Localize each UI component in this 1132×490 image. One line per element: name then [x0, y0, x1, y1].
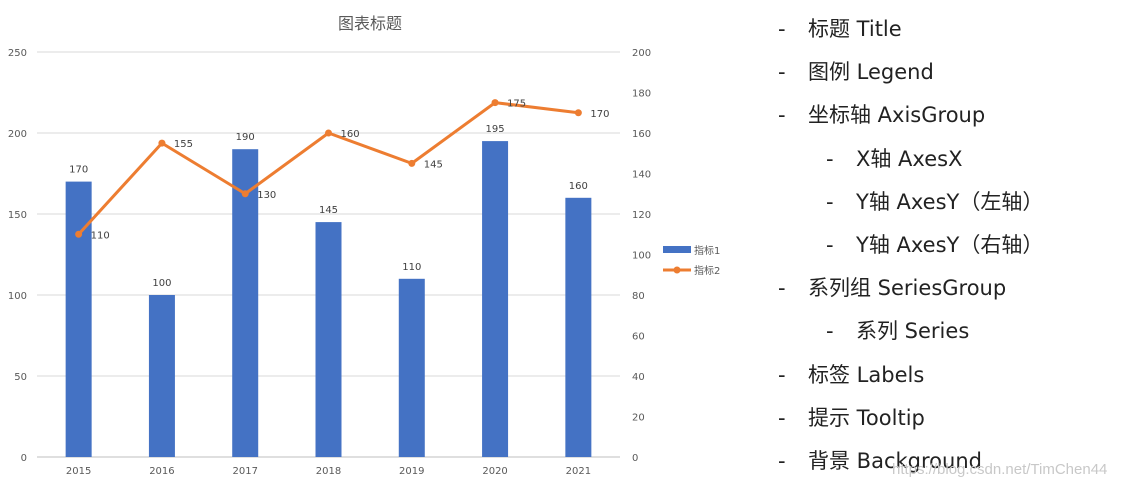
- y-right-tick-label: 140: [632, 170, 651, 181]
- list-item-text: 提示 Tooltip: [808, 405, 925, 430]
- line-data-label: 130: [257, 190, 276, 201]
- combo-chart: 图表标题 0 50 100 150 200 250 0 20 40 60 80 100 120 140 1…: [8, 14, 720, 477]
- list-item: - 图例 Legend: [778, 57, 934, 87]
- y-left-tick-label: 250: [8, 48, 27, 59]
- list-item-text: Y轴 AxesY（左轴）: [856, 189, 1044, 214]
- bullet-dash: -: [826, 233, 834, 257]
- list-item: - Y轴 AxesY（右轴）: [826, 230, 1043, 260]
- bar-series-1: [65, 141, 592, 458]
- bullet-dash: -: [778, 276, 786, 301]
- legend-label: 指标2: [694, 264, 720, 277]
- y-axis-left: 0 50 100 150 200 250: [8, 48, 27, 464]
- y-left-tick-label: 0: [21, 453, 27, 464]
- line-series-2: [75, 99, 582, 238]
- x-axis: 2015 2016 2017 2018 2019 2020 2021: [66, 466, 591, 477]
- list-item-text: 系列组 SeriesGroup: [808, 276, 1007, 301]
- bar-data-label: 110: [402, 262, 421, 273]
- x-tick-label: 2020: [482, 466, 507, 477]
- list-item-text: 标题 Title: [808, 17, 902, 41]
- list-item: - 提示 Tooltip: [778, 403, 925, 433]
- bullet-dash: -: [826, 319, 834, 344]
- watermark: https://blog.csdn.net/TimChen44: [892, 461, 1108, 478]
- legend-swatch-marker: [673, 266, 681, 274]
- legend-swatch-bar: [663, 246, 691, 253]
- line-data-label: 155: [174, 139, 193, 150]
- y-right-tick-label: 100: [632, 251, 651, 262]
- line-data-label: 170: [590, 109, 609, 120]
- line-point: [241, 190, 249, 198]
- y-axis-right: 0 20 40 60 80 100 120 140 160 180 200: [632, 48, 651, 464]
- line-data-label: 175: [507, 99, 526, 110]
- x-tick-label: 2016: [149, 466, 174, 477]
- x-tick-label: 2017: [232, 466, 257, 477]
- y-left-tick-label: 200: [8, 129, 27, 140]
- bullet-dash: -: [826, 189, 834, 214]
- bar-data-label: 160: [569, 181, 588, 192]
- chart-title: 图表标题: [338, 14, 402, 33]
- list-item-text: Y轴 AxesY（右轴）: [856, 233, 1044, 257]
- list-item-text: 背景 Background: [808, 449, 982, 473]
- legend[interactable]: 指标1 指标2: [663, 244, 720, 277]
- bar: [232, 149, 259, 457]
- list-item: - 标题 Title: [778, 14, 902, 44]
- y-left-tick-label: 100: [8, 291, 27, 302]
- line-point: [325, 129, 332, 137]
- y-right-tick-label: 40: [632, 372, 645, 383]
- line-data-label: 110: [91, 230, 110, 241]
- y-left-tick-label: 50: [14, 372, 27, 383]
- list-item: - 坐标轴 AxisGroup: [778, 100, 985, 130]
- bar-data-label: 145: [319, 205, 338, 216]
- bar-data-label: 170: [69, 165, 88, 176]
- y-right-tick-label: 0: [632, 453, 638, 464]
- x-tick-label: 2019: [399, 466, 424, 477]
- line-data-label: 160: [341, 129, 360, 140]
- bullet-dash: -: [778, 405, 786, 430]
- line-point: [491, 99, 499, 107]
- bar: [148, 295, 175, 457]
- bullet-dash: -: [778, 60, 786, 85]
- y-right-tick-label: 180: [632, 89, 651, 100]
- list-item: - Y轴 AxesY（左轴）: [826, 187, 1043, 217]
- bar: [482, 141, 509, 457]
- y-right-tick-label: 60: [632, 332, 645, 343]
- list-item: - 背景 Background: [778, 446, 982, 476]
- bullet-dash: -: [778, 17, 786, 41]
- list-item-text: 图例 Legend: [808, 60, 934, 85]
- bullet-dash: -: [826, 146, 834, 171]
- line-point: [158, 139, 166, 147]
- data-labels: 170 100 190 145 110 195 160 110 155 130 160 145 175 1…: [69, 99, 609, 289]
- bar: [398, 278, 425, 457]
- line-data-label: 145: [424, 159, 443, 170]
- line-point: [75, 230, 83, 238]
- bar: [65, 181, 92, 457]
- legend-label: 指标1: [694, 244, 720, 257]
- bar: [315, 222, 342, 457]
- y-right-tick-label: 80: [632, 291, 645, 302]
- bar-data-label: 100: [152, 278, 171, 289]
- bullet-dash: -: [778, 449, 786, 473]
- bullet-dash: -: [778, 103, 786, 128]
- bullet-dash: -: [778, 362, 786, 387]
- list-item-text: 坐标轴 AxisGroup: [808, 103, 986, 128]
- y-right-tick-label: 120: [632, 210, 651, 221]
- list-item-text: X轴 AxesX: [856, 146, 963, 171]
- list-item: - 系列组 SeriesGroup: [778, 273, 1006, 303]
- x-tick-label: 2021: [566, 466, 591, 477]
- line-point: [408, 159, 416, 167]
- x-tick-label: 2015: [66, 466, 91, 477]
- y-left-tick-label: 150: [8, 210, 27, 221]
- bar-data-label: 195: [486, 124, 505, 135]
- list-item-text: 标签 Labels: [808, 362, 925, 387]
- y-right-tick-label: 200: [632, 48, 651, 59]
- list-item-text: 系列 Series: [856, 319, 970, 344]
- bar-data-label: 190: [236, 132, 255, 143]
- x-tick-label: 2018: [316, 466, 341, 477]
- y-right-tick-label: 160: [632, 129, 651, 140]
- list-item: - 标签 Labels: [778, 360, 924, 390]
- line-point: [574, 109, 582, 117]
- list-item: - 系列 Series: [826, 316, 969, 346]
- y-right-tick-label: 20: [632, 413, 645, 424]
- list-item: - X轴 AxesX: [826, 144, 962, 174]
- bar: [565, 197, 592, 458]
